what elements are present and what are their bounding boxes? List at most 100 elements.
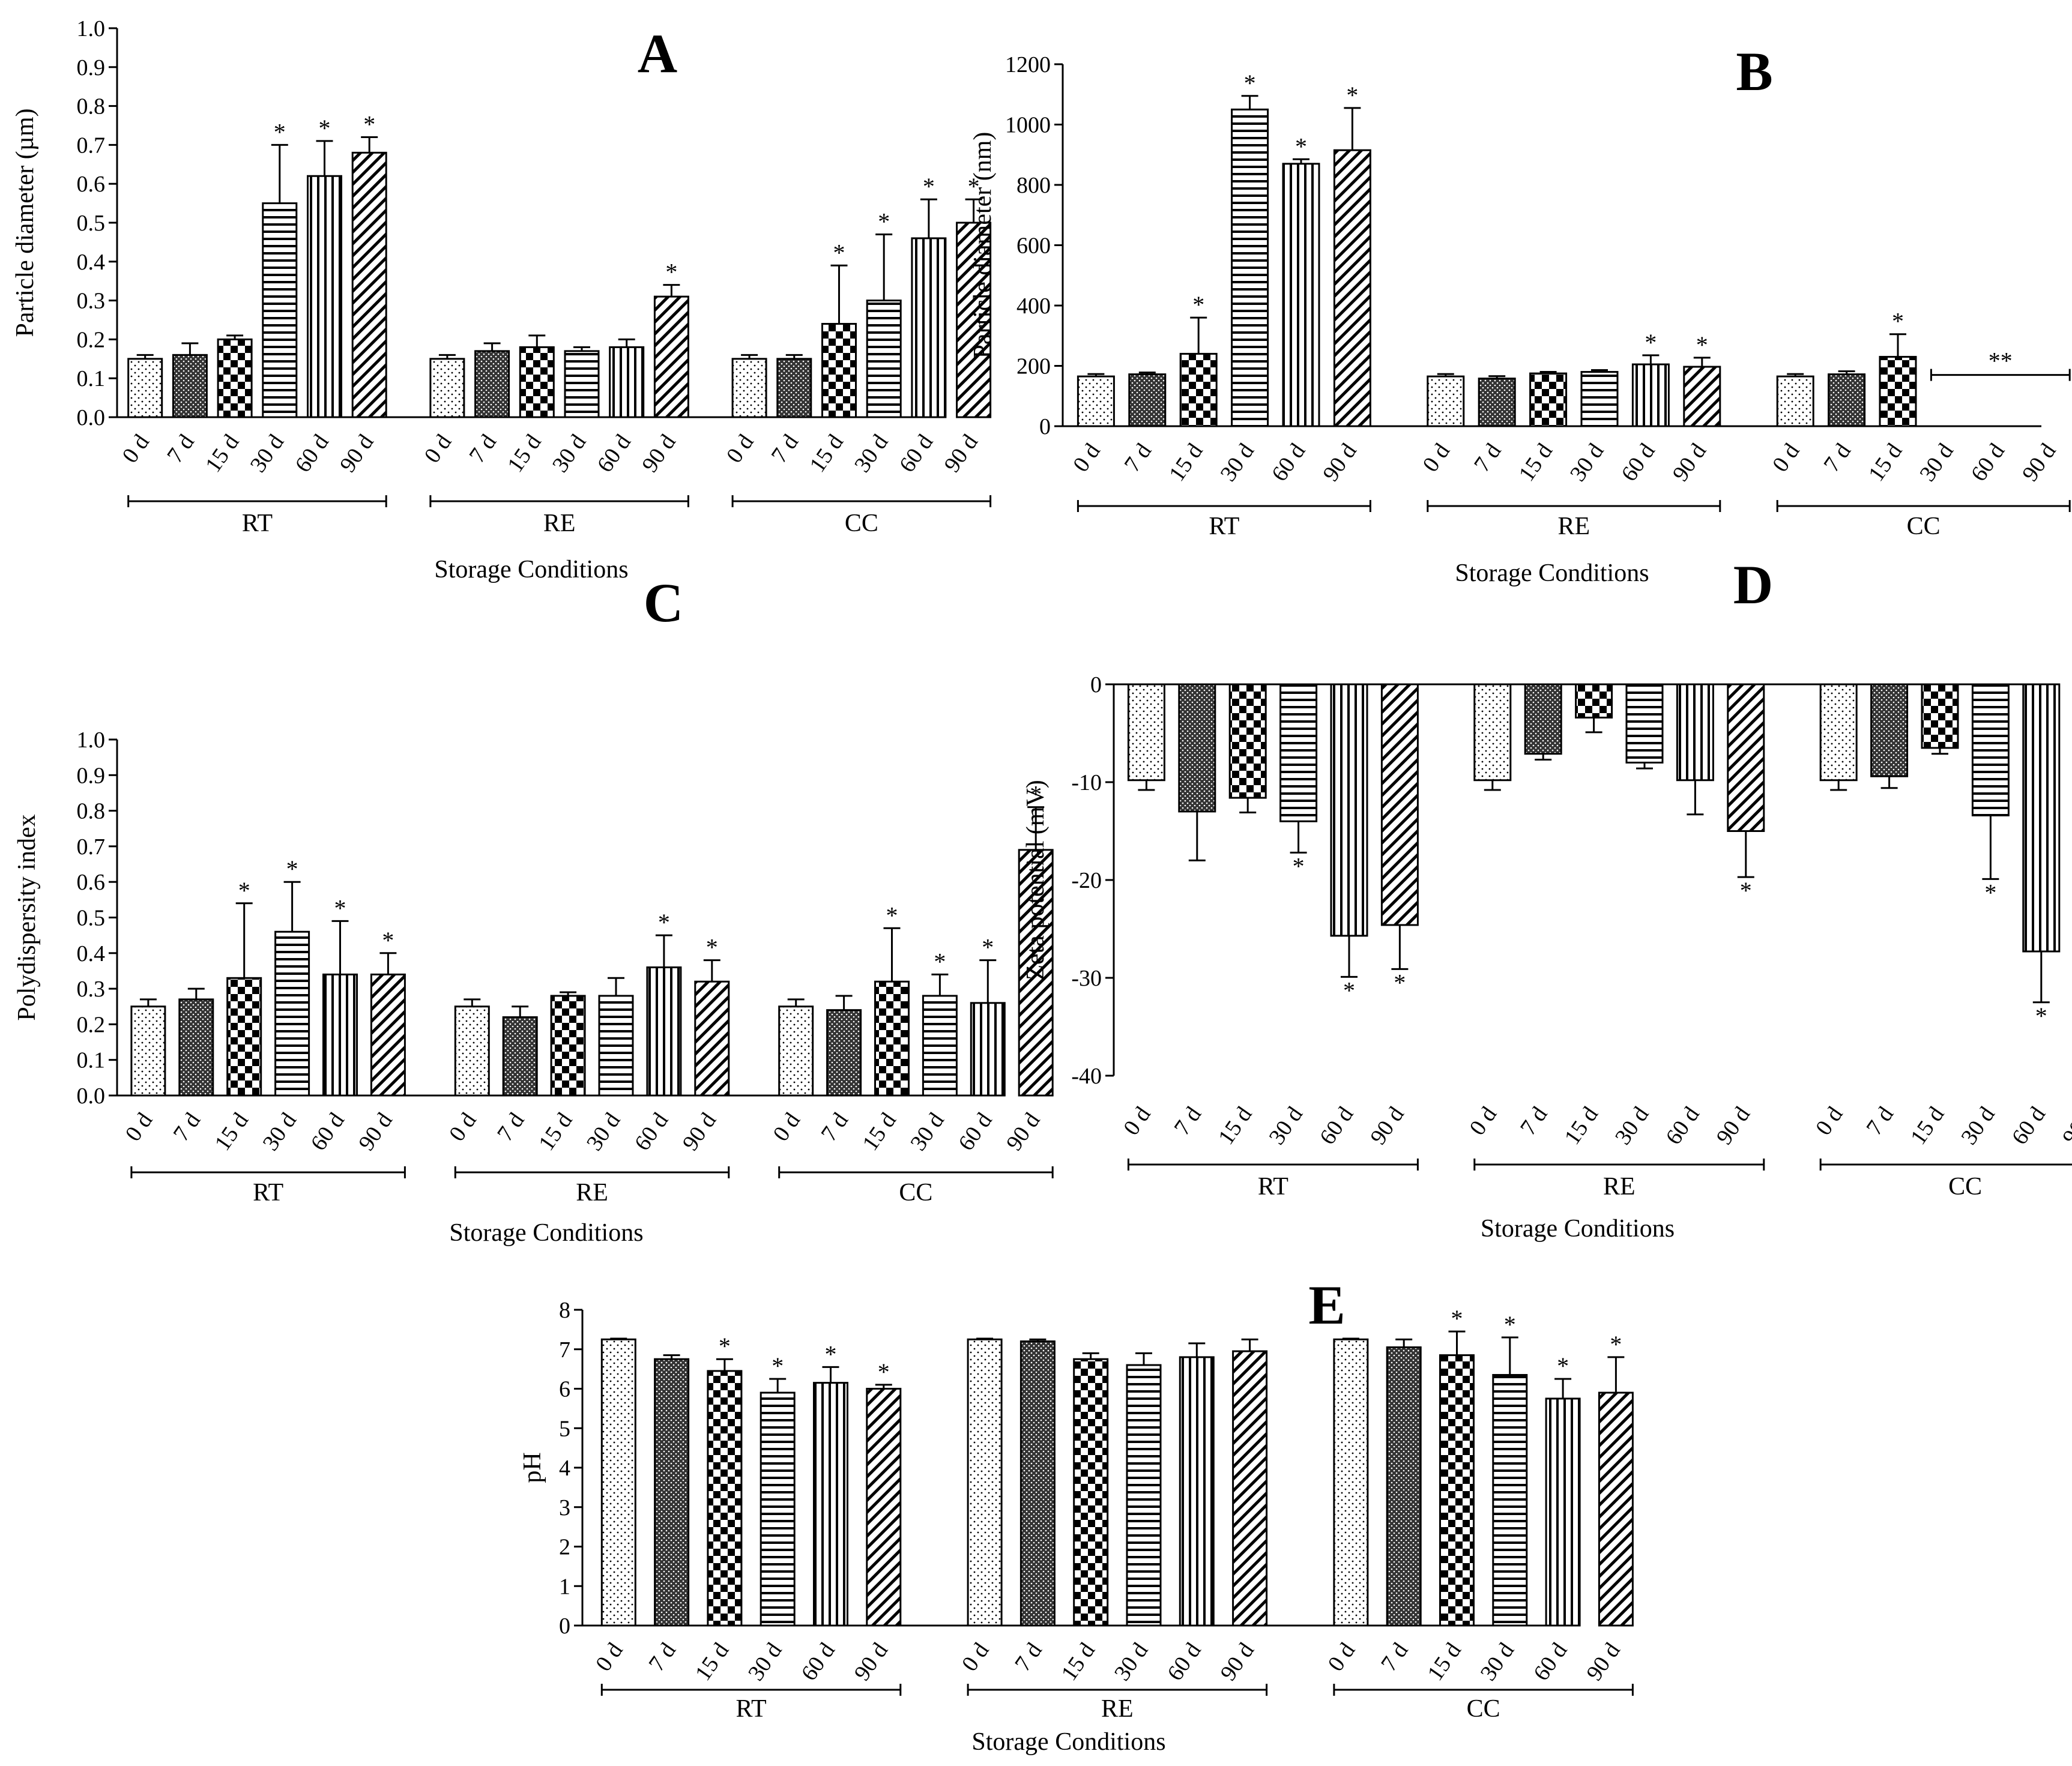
x-tick-label: 60 d <box>895 430 938 477</box>
significance-star: * <box>238 877 250 904</box>
significance-star: * <box>274 118 286 145</box>
x-tick-label: 7 d <box>492 1108 530 1146</box>
group-label: CC <box>1907 513 1941 540</box>
x-tick-label: 0 d <box>117 430 154 468</box>
x-axis-label: Storage Conditions <box>1481 1215 1675 1243</box>
bar-cc-5 <box>1018 849 1054 1097</box>
x-tick-label: 15 d <box>1559 1102 1603 1150</box>
y-tick-label: 0.3 <box>77 289 106 314</box>
x-tick-label: 0 d <box>1465 1102 1502 1140</box>
significance-star: * <box>1645 329 1657 356</box>
x-tick-label: 30 d <box>1110 1638 1153 1686</box>
y-tick-label: 0.7 <box>77 133 106 158</box>
x-tick-label: 7 d <box>816 1108 853 1146</box>
significance-star: * <box>1984 879 1996 906</box>
significance-star: * <box>982 934 994 961</box>
bar-re-1 <box>1019 1340 1056 1627</box>
significance-star: * <box>382 927 394 954</box>
bar-re-1 <box>1524 683 1562 755</box>
bar-cc-0 <box>778 1005 814 1097</box>
bar-rt-1 <box>1128 373 1167 427</box>
y-tick-label: 1.0 <box>77 16 106 41</box>
missing-data-annotation: ** <box>1989 348 2013 375</box>
x-tick-label: 90 d <box>2017 439 2061 486</box>
significance-star: * <box>1343 977 1355 1004</box>
bar-rt-2 <box>1179 352 1218 427</box>
bar-cc-0 <box>1333 1338 1369 1627</box>
y-tick-label: 1000 <box>1005 113 1051 138</box>
y-tick-label: 400 <box>1016 294 1051 319</box>
bar-cc-2 <box>874 980 910 1097</box>
x-tick-label: 15 d <box>1906 1102 1950 1150</box>
x-tick-label: 0 d <box>591 1638 628 1676</box>
group-label: RT <box>1258 1173 1288 1201</box>
x-axis-label: Storage Conditions <box>1455 559 1649 587</box>
bar-rt-3 <box>1279 683 1318 822</box>
bar-cc-2 <box>1439 1354 1475 1627</box>
bar-rt-2 <box>707 1370 743 1627</box>
y-tick-label: 0.2 <box>77 1012 106 1037</box>
x-tick-label: 30 d <box>1956 1102 2000 1150</box>
x-axis-label: Storage Conditions <box>449 1219 643 1247</box>
bar-re-4 <box>1179 1356 1215 1627</box>
y-tick-label: 0.9 <box>77 55 106 80</box>
x-tick-label: 60 d <box>796 1638 840 1686</box>
x-tick-label: 60 d <box>1661 1102 1705 1150</box>
bar-rt-2 <box>226 977 262 1097</box>
x-tick-label: 15 d <box>534 1108 578 1156</box>
y-tick-label: 0 <box>1090 672 1102 698</box>
bar-re-5 <box>1683 366 1721 427</box>
x-tick-label: 60 d <box>1616 439 1660 486</box>
x-tick-label: 60 d <box>1529 1638 1572 1686</box>
bar-rt-4 <box>1330 683 1368 937</box>
bar-rt-5 <box>1380 683 1419 926</box>
bar-re-5 <box>1232 1350 1268 1627</box>
y-tick-label: 4 <box>559 1456 570 1481</box>
panel-letter: D <box>1733 554 1773 615</box>
bar-cc-1 <box>1828 373 1866 427</box>
significance-star: * <box>706 934 718 961</box>
x-tick-label: 15 d <box>1164 439 1208 486</box>
significance-star: * <box>1610 1331 1622 1358</box>
x-tick-label: 30 d <box>1215 439 1259 486</box>
y-tick-label: 0.5 <box>77 906 106 931</box>
y-tick-label: 0.5 <box>77 211 106 236</box>
bar-cc-3 <box>1971 683 2010 816</box>
bar-cc-5 <box>956 222 992 418</box>
x-tick-label: 0 d <box>1068 439 1105 477</box>
x-tick-label: 90 d <box>1712 1102 1756 1150</box>
y-axis-label: Zeta potential (mV) <box>1022 780 1050 980</box>
y-tick-label: -30 <box>1071 966 1102 991</box>
bar-cc-4 <box>970 1002 1006 1097</box>
y-tick-label: 8 <box>559 1298 570 1323</box>
bar-rt-1 <box>654 1358 690 1627</box>
x-tick-label: 15 d <box>210 1108 254 1156</box>
x-tick-label: 7 d <box>1515 1102 1553 1140</box>
x-tick-label: 90 d <box>1318 439 1362 486</box>
group-label: RT <box>253 1179 283 1207</box>
significance-star: * <box>833 239 845 266</box>
x-tick-label: 0 d <box>121 1108 158 1146</box>
x-tick-label: 0 d <box>444 1108 482 1146</box>
x-tick-label: 0 d <box>1768 439 1805 477</box>
x-tick-label: 90 d <box>1668 439 1712 486</box>
significance-star: * <box>825 1340 837 1367</box>
bar-rt-5 <box>1333 149 1371 427</box>
y-tick-label: 200 <box>1016 354 1051 379</box>
significance-star: * <box>1293 852 1305 879</box>
y-tick-label: 0.7 <box>77 834 106 860</box>
bar-cc-1 <box>1870 683 1909 777</box>
panel-b: B 0 200 400 600 800 1000 1200 Particle diameter … <box>969 41 2071 587</box>
x-tick-label: 60 d <box>953 1108 997 1156</box>
x-tick-label: 60 d <box>1315 1102 1359 1150</box>
x-tick-label: 60 d <box>290 430 334 477</box>
panel-letter: B <box>1736 41 1772 102</box>
panel-c: C 0.0 0.1 0.2 0.3 0.4 0.5 0.6 0.7 0.8 0.9 1.0 Polydi… <box>13 572 1054 1247</box>
significance-star: * <box>772 1352 784 1379</box>
y-tick-label: -10 <box>1071 770 1102 795</box>
x-tick-label: 90 d <box>335 430 379 477</box>
significance-star: * <box>1192 291 1204 318</box>
x-tick-label: 7 d <box>1861 1102 1898 1140</box>
x-tick-label: 90 d <box>2058 1102 2072 1150</box>
x-tick-label: 15 d <box>690 1638 734 1686</box>
